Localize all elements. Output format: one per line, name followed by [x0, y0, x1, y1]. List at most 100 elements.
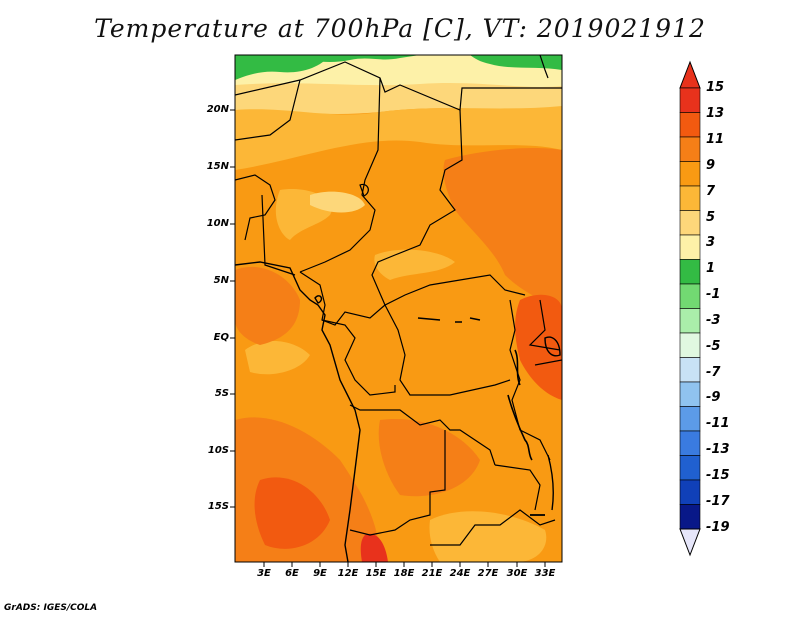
colorbar-label: -3 [706, 313, 721, 328]
colorbar-box [679, 381, 701, 407]
colorbar-box [679, 332, 701, 358]
colorbar-box [679, 161, 701, 187]
x-label-15e: 15E [365, 568, 387, 579]
border-zambia [494, 464, 541, 511]
border-botswana [430, 509, 556, 546]
colorbar-label: 15 [706, 80, 725, 95]
colorbar-arrow-high [679, 60, 701, 89]
lake-albert [514, 349, 521, 386]
field-patch-light [310, 191, 365, 213]
colorbar-box [679, 357, 701, 383]
border-congo [321, 319, 396, 396]
colorbar-label: -7 [706, 365, 721, 380]
colorbar-label: 1 [706, 261, 716, 276]
colorbar-label: 5 [706, 210, 716, 225]
field-hot-southwest [254, 477, 330, 549]
colorbar-box [679, 479, 701, 505]
field-green-west [235, 55, 330, 80]
border-uganda [528, 299, 561, 351]
x-label-18e: 18E [393, 568, 415, 579]
y-label-5n: 5N [213, 275, 229, 286]
credit-text: GrADS: IGES/COLA [4, 603, 98, 613]
border-kenya [534, 359, 562, 366]
colorbar-box [679, 455, 701, 481]
colorbar-box [679, 136, 701, 162]
border-chad-car [371, 109, 526, 306]
field-warm-zambia [378, 419, 480, 497]
colorbar-box [679, 504, 701, 530]
field-warm-gulf [235, 266, 300, 345]
field-patch-central [374, 249, 455, 280]
field-band-7-9 [235, 106, 562, 170]
lake-bioko [314, 295, 323, 304]
border-drc-north [384, 304, 511, 396]
y-label-5s: 5S [214, 388, 229, 399]
lake-tanganyika [507, 394, 533, 461]
y-label-10n: 10N [206, 218, 229, 229]
x-label-27e: 27E [477, 568, 499, 579]
colorbar-box [679, 112, 701, 138]
field-warm-east [443, 148, 562, 310]
y-label-15n: 15N [206, 161, 229, 172]
x-label-12e: 12E [337, 568, 359, 579]
colorbar-box [679, 259, 701, 285]
border-burkina [235, 174, 276, 241]
colorbar-label: 7 [706, 184, 716, 199]
river-congo [417, 317, 481, 323]
border-namibia [349, 430, 446, 536]
colorbar-box [679, 308, 701, 334]
colorbar-label: 13 [706, 106, 725, 121]
lake-malawi [547, 454, 554, 511]
colorbar-label: -15 [706, 468, 730, 483]
colorbar-label: 9 [706, 158, 716, 173]
colorbar-box [679, 430, 701, 456]
map-frame [234, 54, 563, 563]
colorbar-label: 3 [706, 235, 716, 250]
y-label-eq: EQ [213, 332, 229, 343]
colorbar-box [679, 210, 701, 236]
x-label-33e: 33E [534, 568, 556, 579]
field-patch-gabon [245, 340, 310, 375]
colorbar-label: -17 [706, 494, 730, 509]
border-benin [261, 194, 296, 276]
border-angola [349, 404, 496, 466]
border-niger-nigeria [299, 77, 381, 273]
field-green-nw [235, 55, 420, 63]
border-cameroon [299, 271, 386, 326]
field-band-5-7 [235, 83, 562, 114]
border-mali [235, 79, 301, 141]
y-label-20n: 20N [206, 104, 229, 115]
temperature-field [235, 55, 562, 562]
colorbar-box [679, 185, 701, 211]
field-warm-rift [515, 294, 562, 400]
border-rift [509, 299, 551, 461]
colorbar-label: -13 [706, 442, 730, 457]
x-label-3e: 3E [257, 568, 271, 579]
y-label-15s: 15S [207, 501, 229, 512]
colorbar-box [679, 87, 701, 113]
y-label-10s: 10S [207, 445, 229, 456]
lake-victoria [544, 336, 561, 357]
colorbar-label: -1 [706, 287, 721, 302]
x-label-24e: 24E [449, 568, 471, 579]
colorbar-label: -5 [706, 339, 721, 354]
field-hot-spot [360, 533, 388, 562]
colorbar-label: -19 [706, 520, 730, 535]
colorbar-label: 11 [706, 132, 725, 147]
chart-title: Temperature at 700hPa [C], VT: 201902191… [94, 14, 706, 43]
borders-layer [235, 55, 562, 562]
colorbar-box [679, 234, 701, 260]
colorbar [679, 60, 701, 557]
coastline-red-sea [539, 55, 549, 79]
coastline-west [235, 261, 361, 562]
colorbar-box [679, 283, 701, 309]
colorbar-arrow-low [679, 528, 701, 557]
colorbar-box [679, 406, 701, 432]
x-label-21e: 21E [421, 568, 443, 579]
x-label-6e: 6E [285, 568, 299, 579]
x-label-30e: 30E [506, 568, 528, 579]
colorbar-label: -11 [706, 416, 730, 431]
lake-chad [359, 183, 369, 197]
border-sahara [235, 61, 562, 111]
